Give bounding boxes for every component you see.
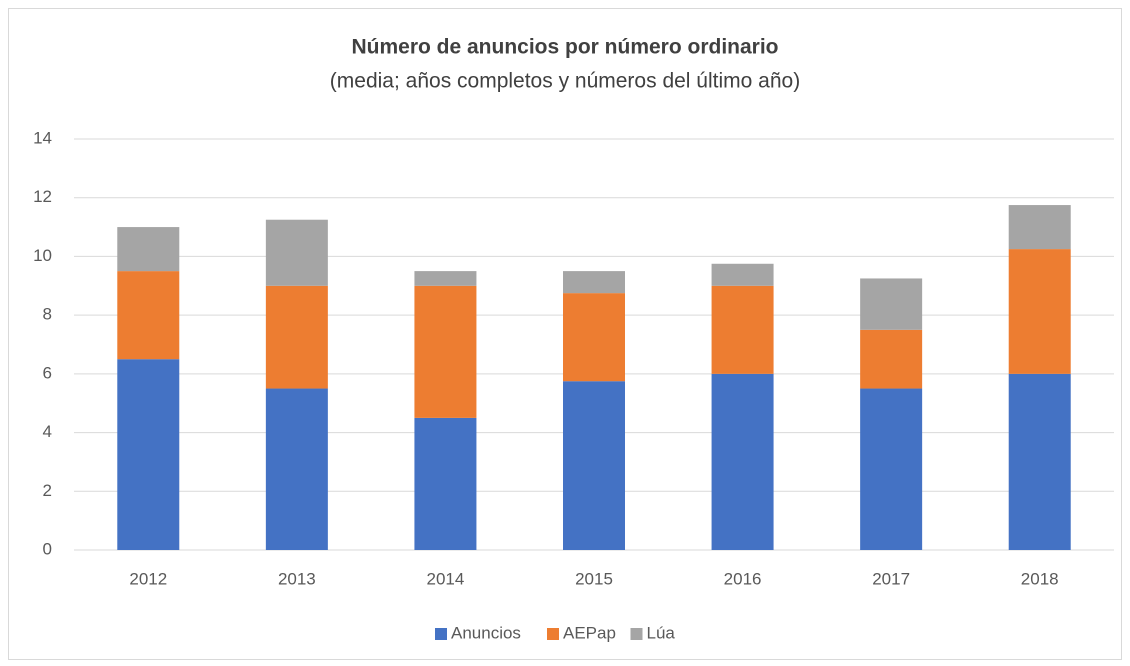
chart-subtitle: (media; años completos y números del últ…	[330, 70, 800, 93]
bar-segment	[860, 388, 923, 550]
bar-segment	[1008, 205, 1071, 250]
x-tick-label: 2018	[1021, 569, 1059, 588]
y-tick-label: 10	[33, 246, 52, 265]
chart-title: Número de anuncios por número ordinario	[351, 36, 778, 59]
bar-segment	[711, 373, 774, 550]
bar-segment	[265, 219, 328, 286]
bar-segment	[1008, 249, 1071, 374]
bar-segment	[1008, 373, 1071, 550]
bar-segment	[414, 417, 477, 550]
y-tick-label: 8	[43, 305, 52, 324]
y-tick-label: 2	[43, 481, 52, 500]
bar-segment	[265, 285, 328, 389]
y-tick-label: 4	[43, 422, 52, 441]
x-tick-label: 2017	[872, 569, 910, 588]
bar-segment	[711, 263, 774, 286]
bar-segment	[265, 388, 328, 550]
bar-segment	[117, 271, 180, 360]
bar-segment	[563, 271, 625, 294]
legend-label: Lúa	[647, 623, 676, 642]
bar-segment	[414, 285, 477, 418]
bar-segment	[563, 381, 625, 550]
bar-segment	[117, 359, 180, 550]
y-tick-label: 14	[33, 128, 52, 147]
bar-segment	[860, 329, 923, 389]
legend-label: AEPap	[563, 623, 616, 642]
bar-segment	[414, 271, 477, 286]
x-tick-label: 2015	[575, 569, 613, 588]
legend-swatch	[630, 628, 643, 640]
y-tick-label: 0	[43, 539, 52, 558]
bar-segment	[563, 293, 625, 382]
legend-swatch	[435, 628, 447, 640]
bar-segment	[860, 278, 923, 330]
bar-segment	[711, 285, 774, 374]
legend-label: Anuncios	[451, 623, 521, 642]
y-tick-label: 6	[43, 363, 52, 382]
x-tick-label: 2012	[129, 569, 167, 588]
legend-swatch	[547, 628, 559, 640]
x-tick-label: 2013	[278, 569, 316, 588]
y-tick-label: 12	[33, 187, 52, 206]
x-tick-label: 2016	[724, 569, 762, 588]
bar-segment	[117, 227, 180, 272]
x-tick-label: 2014	[427, 569, 465, 588]
